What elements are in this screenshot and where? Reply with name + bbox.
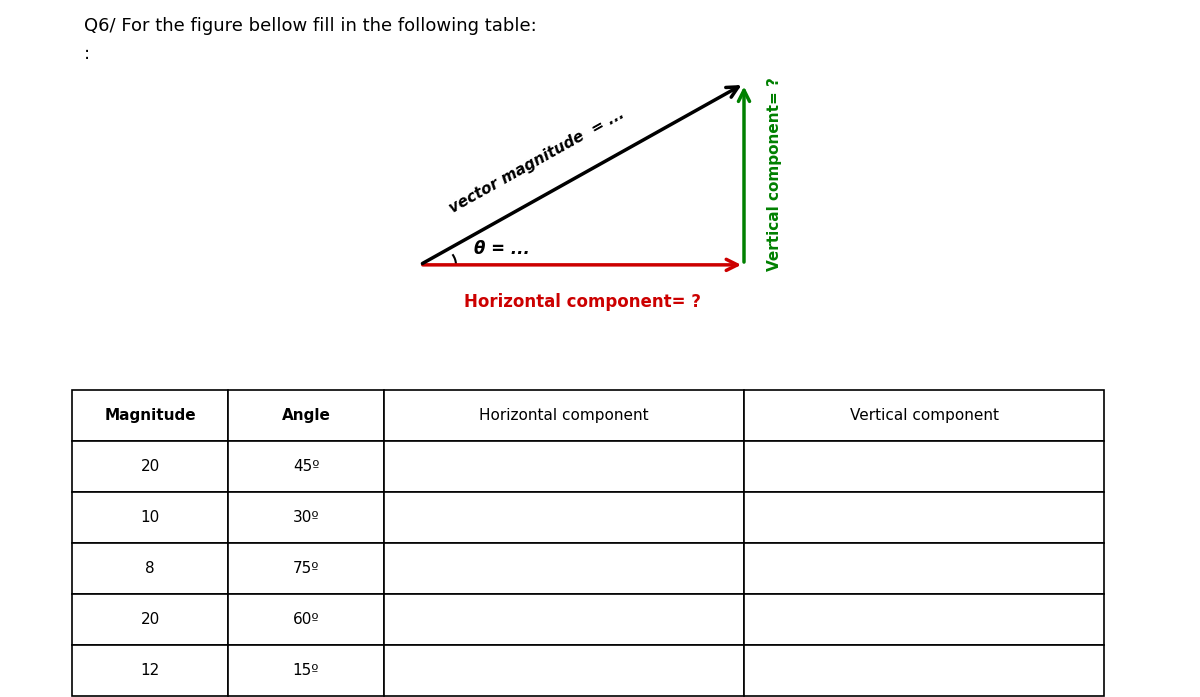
Bar: [744, 645, 1104, 696]
Text: 10: 10: [140, 510, 160, 525]
Text: 12: 12: [140, 663, 160, 677]
Bar: [72, 441, 228, 492]
Bar: [228, 390, 384, 441]
Bar: [744, 492, 1104, 543]
Bar: [744, 441, 1104, 492]
Text: vector magnitude  = ...: vector magnitude = ...: [446, 106, 626, 215]
Bar: [228, 594, 384, 645]
Text: 75º: 75º: [293, 561, 319, 576]
Bar: [72, 492, 228, 543]
Bar: [384, 390, 744, 441]
Bar: [228, 492, 384, 543]
Bar: [72, 594, 228, 645]
Bar: [228, 645, 384, 696]
Text: 60º: 60º: [293, 612, 319, 627]
Text: 8: 8: [145, 561, 155, 576]
Text: Angle: Angle: [282, 408, 330, 423]
Bar: [744, 543, 1104, 594]
Text: 30º: 30º: [293, 510, 319, 525]
Text: 20: 20: [140, 612, 160, 627]
Text: Magnitude: Magnitude: [104, 408, 196, 423]
Bar: [384, 594, 744, 645]
Text: :: :: [84, 45, 90, 63]
Bar: [384, 645, 744, 696]
Bar: [72, 543, 228, 594]
Bar: [384, 543, 744, 594]
Text: 45º: 45º: [293, 459, 319, 474]
Bar: [228, 543, 384, 594]
Bar: [72, 390, 228, 441]
Bar: [228, 441, 384, 492]
Bar: [72, 645, 228, 696]
Text: 20: 20: [140, 459, 160, 474]
Bar: [384, 441, 744, 492]
Text: Vertical component: Vertical component: [850, 408, 998, 423]
Text: Horizontal component= ?: Horizontal component= ?: [463, 293, 701, 311]
Bar: [744, 594, 1104, 645]
Bar: [744, 390, 1104, 441]
Text: θ = ...: θ = ...: [474, 240, 530, 258]
Text: Q6/ For the figure bellow fill in the following table:: Q6/ For the figure bellow fill in the fo…: [84, 17, 536, 36]
Text: Horizontal component: Horizontal component: [479, 408, 649, 423]
Text: 15º: 15º: [293, 663, 319, 677]
Bar: [384, 492, 744, 543]
Text: Vertical component= ?: Vertical component= ?: [767, 77, 781, 271]
